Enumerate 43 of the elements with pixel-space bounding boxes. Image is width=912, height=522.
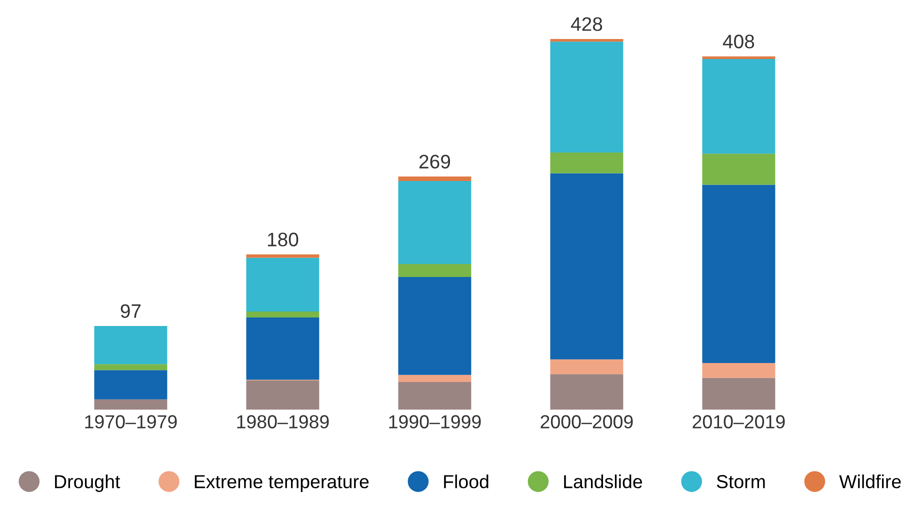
bar bbox=[94, 370, 168, 400]
x-tick-label: 2000–2009 bbox=[540, 415, 633, 428]
bar bbox=[94, 364, 168, 370]
annotation: 408 bbox=[722, 34, 754, 48]
bar bbox=[94, 399, 168, 410]
annotation: 428 bbox=[570, 17, 602, 31]
bar bbox=[246, 317, 320, 380]
bar bbox=[246, 254, 320, 258]
bar bbox=[246, 258, 320, 312]
annotation: 269 bbox=[419, 154, 450, 169]
bar bbox=[702, 154, 776, 185]
bar bbox=[702, 56, 776, 60]
legend-label: Drought bbox=[55, 474, 120, 492]
bar bbox=[398, 374, 472, 382]
bar bbox=[550, 374, 624, 410]
x-tick-label: 2010–2019 bbox=[692, 415, 785, 428]
x-tick-label: 1970–1979 bbox=[85, 415, 177, 428]
legend-label: Flood bbox=[444, 474, 488, 488]
bar bbox=[550, 173, 624, 360]
bar bbox=[398, 181, 472, 264]
bar bbox=[550, 152, 624, 174]
legend-label: Wildfire bbox=[839, 474, 901, 488]
bar bbox=[550, 39, 624, 42]
bar bbox=[550, 359, 624, 374]
x-tick-label: 1980–1989 bbox=[237, 415, 329, 428]
annotation: 180 bbox=[268, 232, 298, 246]
bar bbox=[94, 326, 168, 364]
bar bbox=[702, 363, 776, 378]
bar bbox=[246, 380, 320, 410]
bar bbox=[398, 382, 472, 410]
legend-label: Extreme temperature bbox=[194, 475, 369, 492]
bar bbox=[246, 312, 320, 318]
bar bbox=[702, 184, 776, 364]
bar bbox=[550, 42, 624, 152]
x-tick-label: 1990–1999 bbox=[389, 415, 481, 428]
legend-label: Storm bbox=[716, 475, 765, 488]
bar bbox=[398, 176, 472, 182]
annotation: 97 bbox=[120, 304, 141, 318]
legend-label: Landslide bbox=[564, 474, 642, 488]
bar bbox=[702, 378, 776, 410]
bar bbox=[398, 264, 472, 278]
bar bbox=[702, 59, 776, 154]
bar bbox=[398, 277, 472, 375]
